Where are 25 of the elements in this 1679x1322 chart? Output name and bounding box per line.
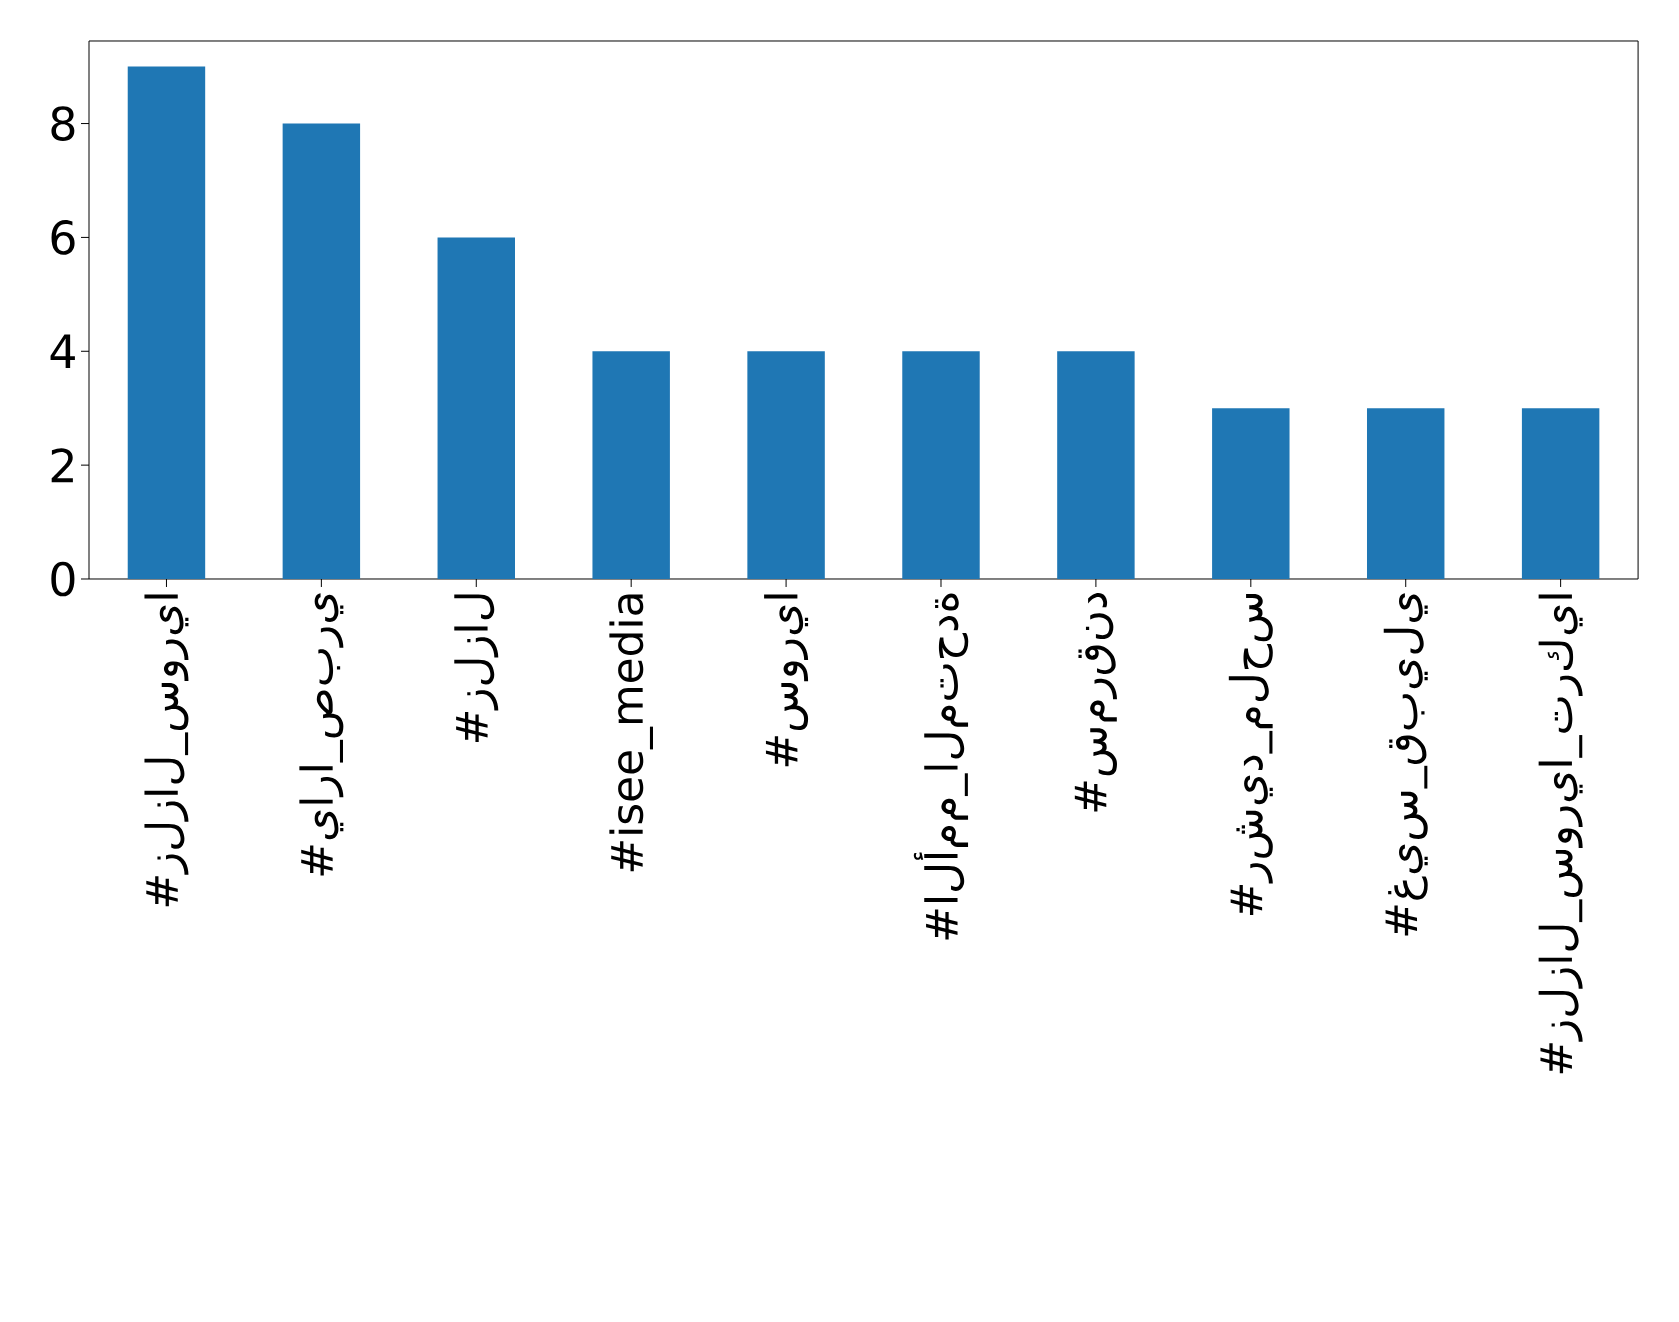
bar bbox=[592, 351, 670, 579]
y-tick-label: 6 bbox=[51, 220, 75, 255]
x-tick-label: #يارا_صبري bbox=[299, 593, 344, 876]
y-tick-label: 2 bbox=[51, 448, 73, 483]
x-tick-label: #زلزال_سوريا bbox=[144, 594, 189, 907]
x-tick-label: #رشيد_ملحس bbox=[1228, 594, 1273, 916]
y-tick-label: 4 bbox=[50, 334, 75, 368]
bar bbox=[1057, 351, 1135, 579]
x-tick-label: #الأمم_المتحدة bbox=[913, 593, 969, 940]
bar bbox=[1366, 408, 1445, 579]
bar bbox=[282, 123, 361, 579]
x-tick-label: #سمرقند bbox=[1074, 593, 1117, 812]
bar bbox=[437, 237, 515, 579]
y-tick-label: 8 bbox=[51, 106, 75, 141]
x-tick-label: #غيس_قبيلي bbox=[1383, 593, 1428, 936]
x-tick-label: #زلزال bbox=[454, 594, 499, 743]
bar bbox=[747, 351, 825, 579]
bar bbox=[127, 66, 206, 579]
bar bbox=[1212, 408, 1290, 579]
bar bbox=[902, 351, 980, 579]
y-tick-label: 0 bbox=[51, 561, 75, 597]
x-tick-label: #isee_media bbox=[609, 594, 654, 872]
bar bbox=[1521, 408, 1600, 579]
x-tick-label: #زلزال_سوريا_تركيا bbox=[1538, 594, 1583, 1074]
x-tick-label: #سوريا bbox=[764, 594, 809, 767]
